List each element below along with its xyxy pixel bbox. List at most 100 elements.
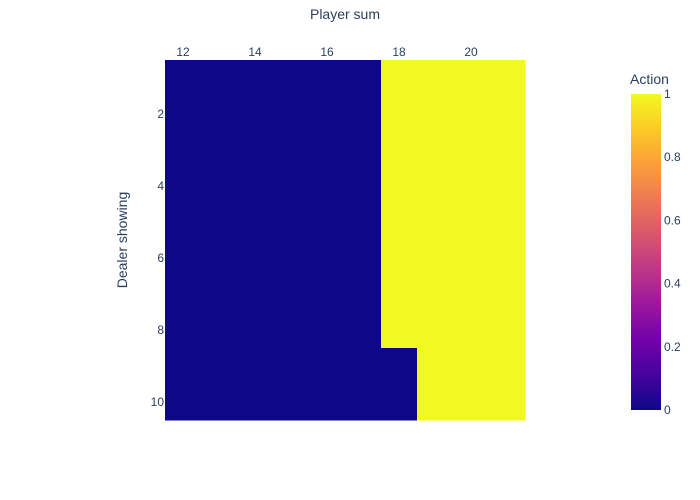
heatmap-cell xyxy=(489,132,526,169)
heatmap-cell xyxy=(381,276,418,313)
heatmap-cell xyxy=(381,60,418,97)
y-tick-label: 2 xyxy=(157,107,164,121)
y-tick-label: 8 xyxy=(157,323,164,337)
heatmap-cell xyxy=(165,60,202,97)
heatmap-cell xyxy=(345,276,382,313)
x-tick-label: 16 xyxy=(320,45,334,59)
heatmap-cell xyxy=(453,60,490,97)
heatmap-cell xyxy=(237,96,274,133)
heatmap-cell xyxy=(489,60,526,97)
heatmap-cell xyxy=(237,240,274,277)
heatmap-cell xyxy=(273,168,310,205)
y-tick-label: 10 xyxy=(151,395,165,409)
heatmap-cell xyxy=(165,240,202,277)
heatmap-cell xyxy=(237,348,274,385)
heatmap-cell xyxy=(201,168,238,205)
heatmap-cell xyxy=(273,96,310,133)
heatmap-cell xyxy=(201,96,238,133)
colorbar-ticks: 0 0.2 0.4 0.6 0.8 1 xyxy=(664,87,681,417)
colorbar-tick-label: 0 xyxy=(664,403,671,417)
heatmap-cell xyxy=(165,348,202,385)
heatmap-cell xyxy=(417,240,454,277)
heatmap-cell xyxy=(489,96,526,133)
heatmap-cell xyxy=(381,204,418,241)
heatmap-cell xyxy=(309,312,346,349)
heatmap-cell xyxy=(417,312,454,349)
heatmap-cell xyxy=(453,204,490,241)
heatmap-cell xyxy=(201,204,238,241)
x-tick-label: 12 xyxy=(176,45,190,59)
heatmap-cell xyxy=(489,384,526,421)
heatmap-cell xyxy=(417,384,454,421)
heatmap-cell xyxy=(165,384,202,421)
x-tick-label: 18 xyxy=(392,45,406,59)
y-tick-label: 4 xyxy=(157,179,164,193)
heatmap-cell xyxy=(309,384,346,421)
heatmap-cell xyxy=(453,384,490,421)
x-tick-label: 20 xyxy=(464,45,478,59)
heatmap-cell xyxy=(237,60,274,97)
heatmap-cell xyxy=(417,204,454,241)
colorbar-tick-label: 0.2 xyxy=(664,340,681,354)
heatmap-cell xyxy=(381,96,418,133)
heatmap-cell xyxy=(417,96,454,133)
heatmap-cell xyxy=(453,312,490,349)
heatmap-cell xyxy=(273,60,310,97)
heatmap-cells xyxy=(165,60,526,421)
heatmap-cell xyxy=(489,204,526,241)
heatmap-cell xyxy=(417,348,454,385)
heatmap-cell xyxy=(417,168,454,205)
heatmap-cell xyxy=(381,132,418,169)
colorbar-tick-label: 0.8 xyxy=(664,150,681,164)
heatmap-cell xyxy=(165,204,202,241)
x-axis-ticks: 12 14 16 18 20 xyxy=(176,45,478,59)
heatmap-cell xyxy=(381,240,418,277)
heatmap-cell xyxy=(201,132,238,169)
heatmap-cell xyxy=(453,168,490,205)
heatmap-cell xyxy=(417,60,454,97)
colorbar-tick-label: 0.6 xyxy=(664,213,681,227)
heatmap-cell xyxy=(309,60,346,97)
heatmap-cell xyxy=(165,168,202,205)
heatmap-cell xyxy=(165,132,202,169)
heatmap-cell xyxy=(165,276,202,313)
heatmap-cell xyxy=(381,168,418,205)
colorbar: Action 0 0.2 0.4 0.6 0.8 1 xyxy=(630,71,681,417)
colorbar-title: Action xyxy=(630,71,669,87)
heatmap-cell xyxy=(453,276,490,313)
heatmap-cell xyxy=(453,240,490,277)
colorbar-gradient xyxy=(631,94,661,410)
heatmap-cell xyxy=(273,132,310,169)
heatmap-cell xyxy=(201,384,238,421)
heatmap-cell xyxy=(345,384,382,421)
x-axis-title: Player sum xyxy=(310,6,380,22)
heatmap-cell xyxy=(201,348,238,385)
heatmap-cell xyxy=(237,168,274,205)
heatmap-cell xyxy=(201,276,238,313)
y-tick-label: 6 xyxy=(157,251,164,265)
heatmap-cell xyxy=(417,276,454,313)
heatmap-cell xyxy=(273,204,310,241)
heatmap-cell xyxy=(345,240,382,277)
heatmap-cell xyxy=(165,312,202,349)
colorbar-tick-label: 1 xyxy=(664,87,671,101)
heatmap-cell xyxy=(345,204,382,241)
heatmap-cell xyxy=(489,348,526,385)
heatmap-cell xyxy=(237,276,274,313)
heatmap-cell xyxy=(237,132,274,169)
heatmap-cell xyxy=(381,348,418,385)
heatmap-cell xyxy=(273,348,310,385)
x-tick-label: 14 xyxy=(248,45,262,59)
heatmap-cell xyxy=(237,204,274,241)
heatmap-cell xyxy=(381,312,418,349)
heatmap-cell xyxy=(489,276,526,313)
heatmap-cell xyxy=(309,96,346,133)
colorbar-tick-label: 0.4 xyxy=(664,277,681,291)
heatmap-cell xyxy=(345,168,382,205)
heatmap-cell xyxy=(309,132,346,169)
heatmap-cell xyxy=(309,240,346,277)
heatmap-cell xyxy=(345,96,382,133)
heatmap-cell xyxy=(309,348,346,385)
heatmap-cell xyxy=(273,384,310,421)
